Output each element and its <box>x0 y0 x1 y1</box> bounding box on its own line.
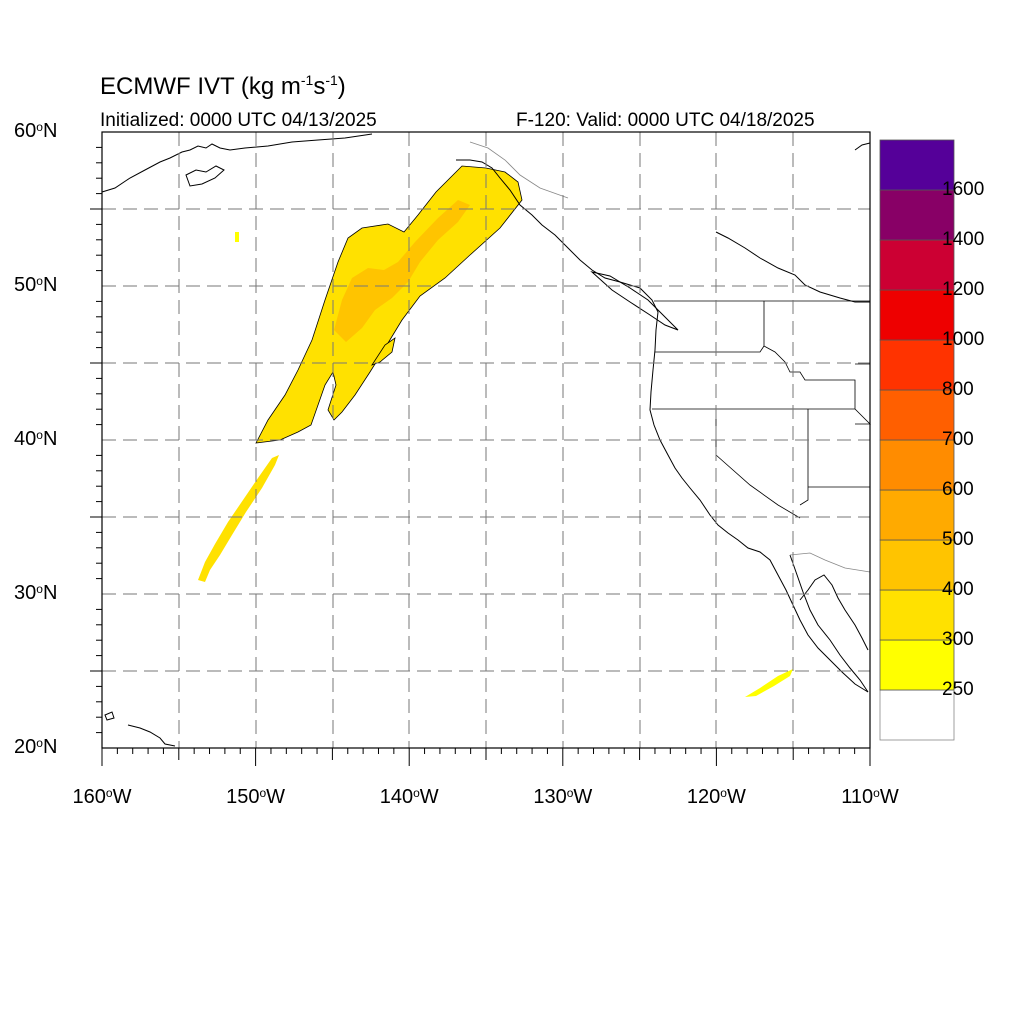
ca-nv-border <box>715 409 801 519</box>
colorbar-swatch <box>879 389 955 441</box>
baja-coast <box>789 554 869 693</box>
southern-streak <box>198 455 279 582</box>
colorbar-label-1200: 1200 <box>942 279 985 300</box>
colorbar-swatch <box>879 589 955 641</box>
lat-label-30: 30oN <box>14 582 58 604</box>
yukon-coast <box>854 142 871 151</box>
colorbar-label-300: 300 <box>942 629 974 650</box>
colorbar-label-250: 250 <box>942 679 974 700</box>
baja-streak <box>745 669 793 697</box>
wy-border <box>854 363 871 425</box>
colorbar-swatch <box>879 339 955 391</box>
colorbar-label-600: 600 <box>942 479 974 500</box>
colorbar-label-1000: 1000 <box>942 329 985 350</box>
colorbar-label-1600: 1600 <box>942 179 985 200</box>
us-state-borders <box>652 300 871 519</box>
colorbar <box>879 139 955 741</box>
colorbar-swatch <box>879 439 955 491</box>
idaho-border <box>763 301 856 409</box>
lat-label-value: 40 <box>14 428 37 450</box>
lon-label-160: 160oW <box>72 786 132 808</box>
alaska-coast <box>101 133 373 193</box>
colorbar-swatch <box>879 139 955 191</box>
valid-time: F-120: Valid: 0000 UTC 04/18/2025 <box>516 110 815 131</box>
gulf-of-california <box>799 574 869 651</box>
ivt-shading <box>198 165 793 697</box>
lat-label-60: 60oN <box>14 120 58 142</box>
colorbar-label-500: 500 <box>942 529 974 550</box>
lon-label-150: 150oW <box>226 786 286 808</box>
colorbar-label-800: 800 <box>942 379 974 400</box>
lat-label-dir: N <box>42 428 58 450</box>
chart-title: ECMWF IVT (kg m-1s-1) <box>100 72 346 100</box>
plume-core <box>334 200 470 342</box>
us-mexico-border <box>789 552 871 573</box>
colorbar-swatch <box>879 289 955 341</box>
lat-label-20: 20oN <box>14 736 58 758</box>
hawaii <box>104 711 176 747</box>
inland-coast-bc <box>715 231 870 303</box>
vancouver-island <box>590 271 679 331</box>
small-blob <box>235 232 239 242</box>
nv-ut-border <box>799 409 809 506</box>
colorbar-label-400: 400 <box>942 579 974 600</box>
lat-lon-grid <box>102 132 870 748</box>
lat-label-value: 50 <box>14 274 37 296</box>
lat-label-dir: N <box>42 120 58 142</box>
lat-label-dir: N <box>42 582 58 604</box>
lon-label-130: 130oW <box>533 786 593 808</box>
main-atmospheric-river <box>255 165 523 444</box>
ak-canada-border <box>469 141 569 199</box>
colorbar-swatch <box>879 639 955 691</box>
kodiak-coast <box>185 165 225 187</box>
wa-or-border <box>655 345 765 353</box>
colorbar-swatch <box>879 689 955 741</box>
lon-label-140: 140oW <box>379 786 439 808</box>
axis-ticks <box>90 146 871 766</box>
coastline <box>101 133 871 747</box>
lon-label-110: 110oW <box>841 786 899 808</box>
colorbar-swatch <box>879 539 955 591</box>
lon-label-120: 120oW <box>686 786 746 808</box>
colorbar-label-700: 700 <box>942 429 974 450</box>
lat-label-value: 20 <box>14 736 37 758</box>
lat-label-dir: N <box>42 274 58 296</box>
colorbar-label-1400: 1400 <box>942 229 985 250</box>
lat-label-value: 60 <box>14 120 37 142</box>
colorbar-swatch <box>879 189 955 241</box>
colorbar-swatch <box>879 239 955 291</box>
lat-label-dir: N <box>42 736 58 758</box>
colorbar-swatch <box>879 489 955 541</box>
panhandle-coast <box>456 159 869 693</box>
lat-label-50: 50oN <box>14 274 58 296</box>
lat-label-value: 30 <box>14 582 37 604</box>
initialized-time: Initialized: 0000 UTC 04/13/2025 <box>100 110 377 131</box>
country-borders <box>469 141 871 573</box>
lat-label-40: 40oN <box>14 428 58 450</box>
